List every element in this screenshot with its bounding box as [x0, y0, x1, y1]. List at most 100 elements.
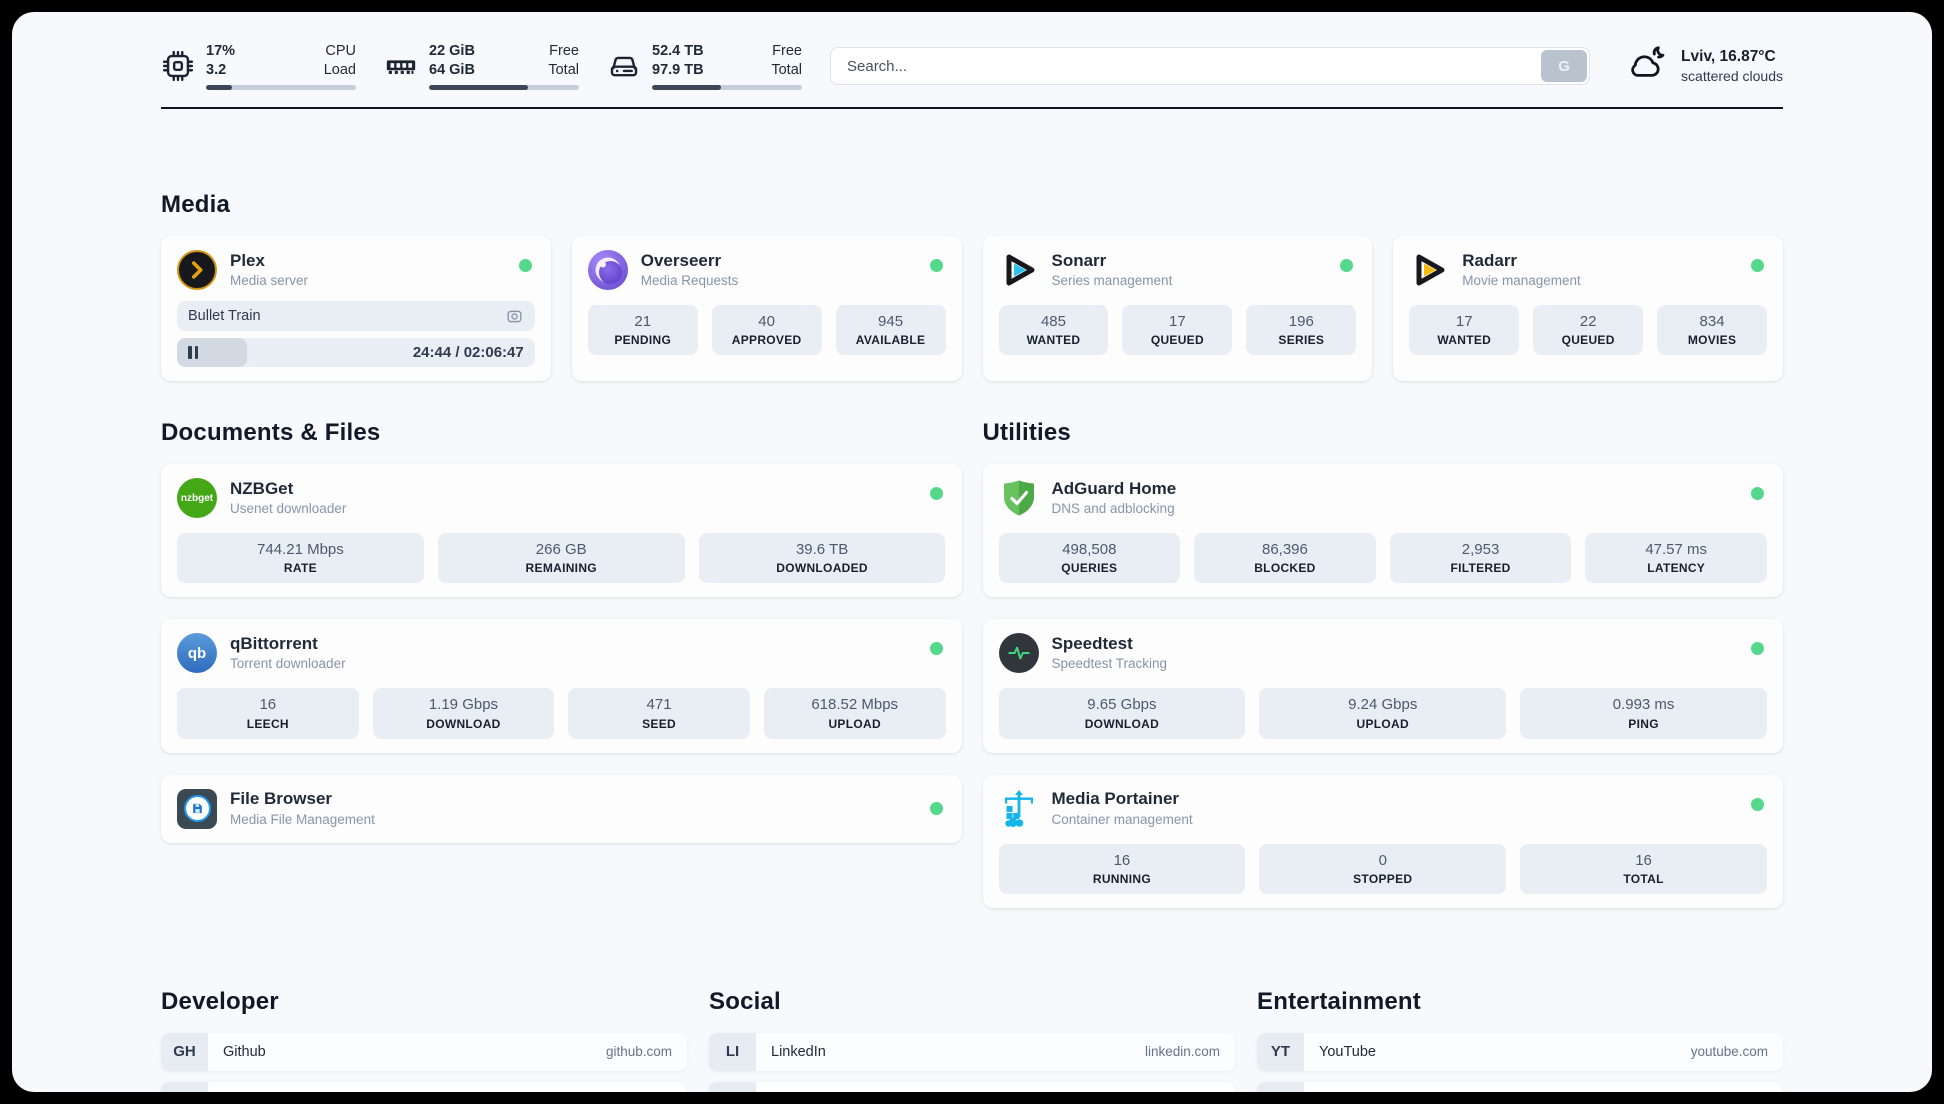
app-card-radarr[interactable]: Radarr Movie management 17 WANTED 22 QUEUE…	[1393, 236, 1783, 381]
stat-approved: 40 APPROVED	[711, 305, 822, 356]
media-grid: Plex Media server Bullet Train 24:44 / 0…	[161, 236, 1783, 381]
bookmark-twitter[interactable]: TW Twitter twitter.com	[709, 1081, 1235, 1092]
playback-row: 24:44 / 02:06:47	[177, 338, 535, 367]
bookmark-name: Github	[223, 1043, 266, 1060]
disk-icon	[607, 49, 641, 83]
status-dot	[1751, 797, 1764, 811]
speedtest-icon	[998, 633, 1039, 674]
status-dot	[1751, 642, 1764, 656]
cpu-labels: CPU Load	[323, 42, 356, 78]
stat-total: 16 TOTAL	[1520, 843, 1767, 894]
stat-blocked: 86,396 BLOCKED	[1194, 533, 1376, 584]
cpu-progress-fill	[206, 85, 232, 91]
weather-location-temp: Lviv, 16.87°C	[1681, 47, 1776, 65]
disk-values: 52.4 TB 97.9 TB	[652, 42, 704, 78]
stat-upload: 618.52 Mbps UPLOAD	[763, 688, 946, 739]
app-card-nzbget[interactable]: nzbget NZBGet Usenet downloader 744.21 M…	[161, 464, 962, 598]
memory-progress-fill	[429, 85, 528, 91]
status-dot	[1340, 259, 1354, 272]
pause-button[interactable]	[188, 346, 198, 359]
app-title: qBittorrent	[230, 633, 318, 653]
cpu-progress-track	[206, 85, 356, 91]
stat-series: 196 SERIES	[1246, 305, 1357, 356]
bookmark-group-entertainment: Entertainment YT YouTube youtube.com NF …	[1257, 988, 1783, 1092]
status-dot	[929, 802, 943, 815]
status-dot	[1751, 487, 1764, 500]
app-card-sonarr[interactable]: Sonarr Series management 485 WANTED 17 QUE…	[982, 236, 1373, 381]
now-playing-title: Bullet Train	[188, 308, 261, 324]
stat-stopped: 0 STOPPED	[1259, 843, 1507, 894]
video-camera-icon	[507, 310, 522, 322]
app-title: File Browser	[230, 789, 333, 809]
bookmark-abbr: GH	[161, 1032, 208, 1071]
app-card-overseerr[interactable]: Overseerr Media Requests 21 PENDING 40 APP…	[571, 236, 962, 381]
section-title-media: Media	[161, 191, 231, 218]
dashboard-panel: 17% 3.2 CPU Load	[12, 12, 1932, 1092]
utilities-column: Utilities AdGuard Home	[982, 419, 1783, 930]
search-bar: G	[830, 47, 1591, 85]
status-dot	[929, 642, 943, 656]
stat-seed: 471 SEED	[568, 688, 750, 739]
stat-rate: 744.21 Mbps RATE	[177, 533, 424, 584]
app-subtitle: Series management	[1051, 273, 1173, 289]
bookmark-youtube[interactable]: YT YouTube youtube.com	[1257, 1032, 1783, 1071]
section-title-documents: Documents & Files	[161, 419, 381, 446]
app-card-portainer[interactable]: Media Portainer Container management 16 R…	[982, 774, 1783, 908]
memory-progress-track	[429, 85, 579, 91]
bookmark-url: github.com	[605, 1044, 672, 1060]
app-subtitle: Speedtest Tracking	[1051, 656, 1168, 672]
stat-queued: 22 QUEUED	[1533, 305, 1644, 356]
app-subtitle: Media File Management	[230, 811, 375, 827]
memory-monitor: 22 GiB 64 GiB Free Total	[384, 42, 579, 91]
bookmark-netflix[interactable]: NF Netflix netflix.com	[1257, 1081, 1783, 1092]
documents-column: Documents & Files nzbget NZBGet Usenet d…	[161, 419, 962, 930]
app-card-speedtest[interactable]: Speedtest Speedtest Tracking 9.65 Gbps DO…	[982, 619, 1783, 753]
disk-monitor: 52.4 TB 97.9 TB Free Total	[607, 42, 802, 91]
app-title: Plex	[230, 250, 265, 270]
app-card-plex[interactable]: Plex Media server Bullet Train 24:44 / 0…	[161, 236, 551, 381]
search-provider-button[interactable]: G	[1541, 50, 1588, 82]
stat-download: 9.65 Gbps DOWNLOAD	[998, 688, 1246, 739]
stat-leech: 16 LEECH	[177, 688, 359, 739]
portainer-icon	[999, 789, 1039, 829]
stat-latency: 47.57 ms LATENCY	[1585, 533, 1767, 584]
app-card-adguard[interactable]: AdGuard Home DNS and adblocking 498,508 Q…	[982, 464, 1783, 598]
app-subtitle: Torrent downloader	[230, 656, 346, 672]
stat-available: 945 AVAILABLE	[835, 305, 946, 356]
cloud-moon-icon	[1626, 43, 1668, 90]
now-playing-row: Bullet Train	[177, 301, 535, 331]
bookmark-stackoverflow[interactable]: SO StackOverflow stackoverflow.com	[161, 1081, 687, 1092]
stat-wanted: 17 WANTED	[1409, 305, 1520, 356]
bookmark-github[interactable]: GH Github github.com	[161, 1032, 687, 1071]
cpu-values: 17% 3.2	[206, 42, 236, 78]
bookmark-name: LinkedIn	[771, 1043, 826, 1060]
bookmark-group-social: Social LI LinkedIn linkedin.com TW Twitt…	[709, 988, 1235, 1092]
bookmark-abbr: YT	[1257, 1032, 1304, 1071]
stat-remaining: 266 GB REMAINING	[437, 533, 685, 584]
app-title: Radarr	[1462, 250, 1518, 270]
disk-progress-fill	[652, 85, 721, 91]
overseerr-icon	[587, 250, 628, 290]
bookmark-linkedin[interactable]: LI LinkedIn linkedin.com	[709, 1032, 1235, 1071]
radarr-icon	[1409, 250, 1449, 290]
app-title: Speedtest	[1051, 633, 1133, 653]
cpu-icon	[161, 49, 195, 83]
search-input[interactable]	[830, 47, 1591, 85]
app-card-filebrowser[interactable]: File Browser Media File Management	[161, 774, 962, 843]
stat-filtered: 2,953 FILTERED	[1389, 533, 1572, 584]
memory-values: 22 GiB 64 GiB	[429, 42, 475, 78]
app-title: Media Portainer	[1051, 789, 1180, 809]
qbittorrent-icon-text: qb	[187, 644, 207, 662]
app-card-qbittorrent[interactable]: qb qBittorrent Torrent downloader 16 LEEC…	[161, 619, 962, 753]
bookmark-name: YouTube	[1319, 1043, 1376, 1060]
bookmark-abbr: SO	[161, 1081, 208, 1092]
section-title-entertainment: Entertainment	[1257, 987, 1421, 1015]
section-title-developer: Developer	[161, 987, 279, 1015]
app-subtitle: Movie management	[1462, 273, 1581, 289]
stat-upload: 9.24 Gbps UPLOAD	[1259, 688, 1507, 739]
stat-downloaded: 39.6 TB DOWNLOADED	[698, 533, 946, 584]
nzbget-icon: nzbget	[177, 478, 217, 518]
filebrowser-icon	[177, 788, 217, 829]
app-title: AdGuard Home	[1051, 478, 1177, 498]
status-dot	[929, 487, 943, 500]
